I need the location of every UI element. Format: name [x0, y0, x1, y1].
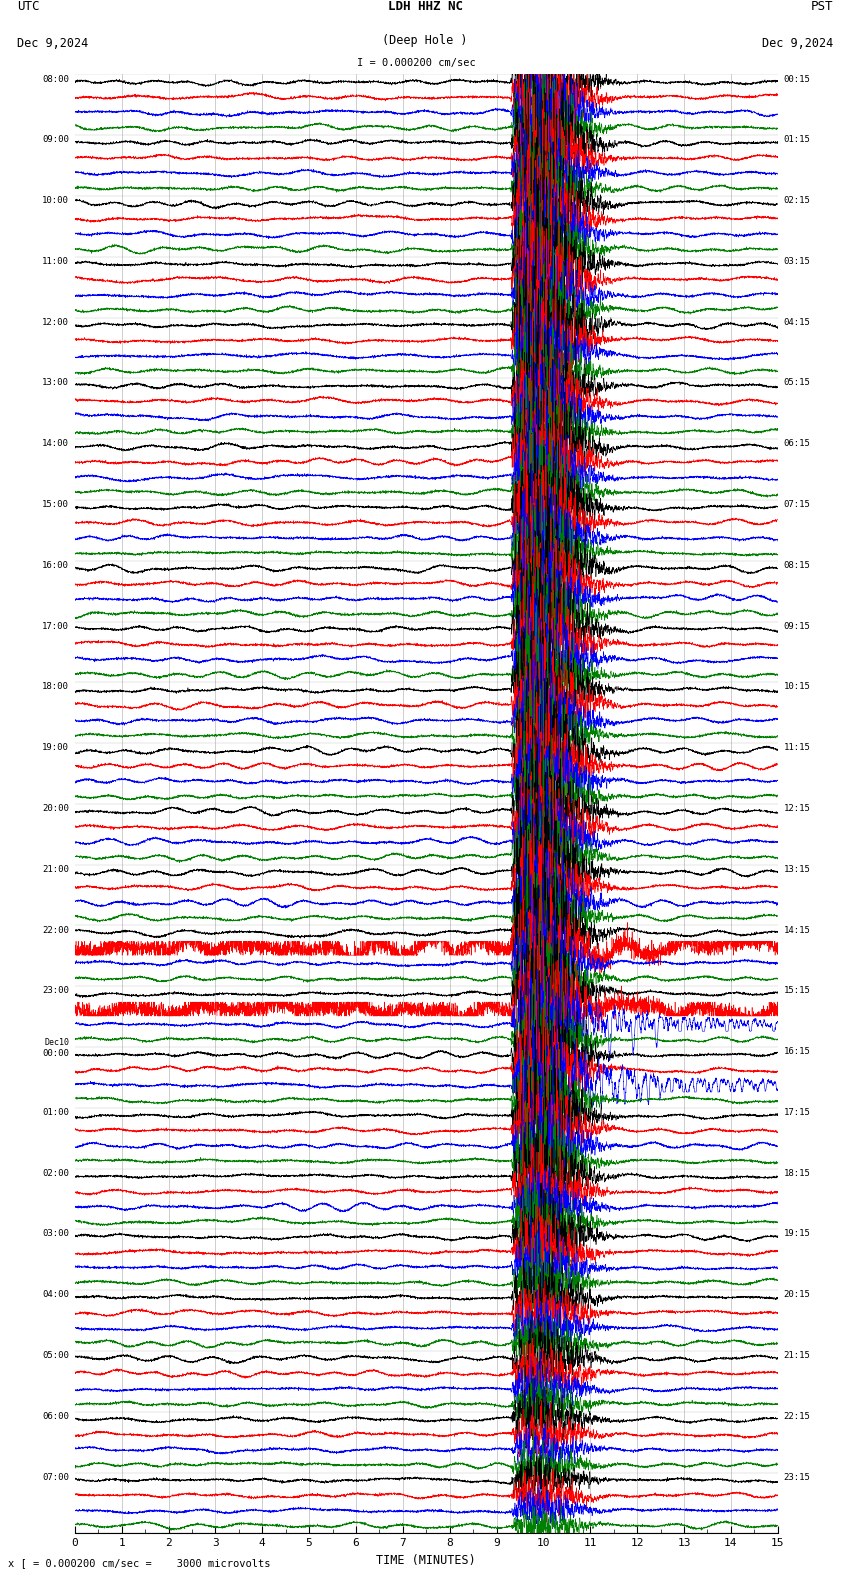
- Text: 11:15: 11:15: [784, 743, 810, 752]
- Text: 18:15: 18:15: [784, 1169, 810, 1177]
- Text: 07:00: 07:00: [42, 1473, 69, 1481]
- Text: 05:00: 05:00: [42, 1351, 69, 1361]
- Text: x [ = 0.000200 cm/sec =    3000 microvolts: x [ = 0.000200 cm/sec = 3000 microvolts: [8, 1559, 271, 1568]
- Text: 07:15: 07:15: [784, 501, 810, 508]
- Text: I = 0.000200 cm/sec: I = 0.000200 cm/sec: [357, 57, 476, 68]
- Text: UTC: UTC: [17, 0, 39, 13]
- Text: 21:15: 21:15: [784, 1351, 810, 1361]
- Text: 20:15: 20:15: [784, 1291, 810, 1299]
- Text: 14:15: 14:15: [784, 925, 810, 935]
- Text: 23:15: 23:15: [784, 1473, 810, 1481]
- Text: 22:00: 22:00: [42, 925, 69, 935]
- Text: 21:00: 21:00: [42, 865, 69, 874]
- Text: 09:15: 09:15: [784, 621, 810, 630]
- Text: 12:00: 12:00: [42, 318, 69, 326]
- Text: 02:00: 02:00: [42, 1169, 69, 1177]
- Text: PST: PST: [811, 0, 833, 13]
- Text: 03:15: 03:15: [784, 257, 810, 266]
- X-axis label: TIME (MINUTES): TIME (MINUTES): [377, 1554, 476, 1567]
- Text: 19:15: 19:15: [784, 1229, 810, 1239]
- Text: 15:15: 15:15: [784, 987, 810, 995]
- Text: 06:00: 06:00: [42, 1411, 69, 1421]
- Text: Dec 9,2024: Dec 9,2024: [762, 36, 833, 51]
- Text: 01:00: 01:00: [42, 1107, 69, 1117]
- Text: 20:00: 20:00: [42, 805, 69, 813]
- Text: 11:00: 11:00: [42, 257, 69, 266]
- Text: 17:00: 17:00: [42, 621, 69, 630]
- Text: 10:15: 10:15: [784, 683, 810, 691]
- Text: 15:00: 15:00: [42, 501, 69, 508]
- Text: 17:15: 17:15: [784, 1107, 810, 1117]
- Text: 04:00: 04:00: [42, 1291, 69, 1299]
- Text: 13:15: 13:15: [784, 865, 810, 874]
- Text: 08:00: 08:00: [42, 74, 69, 84]
- Text: 06:15: 06:15: [784, 439, 810, 448]
- Text: 03:00: 03:00: [42, 1229, 69, 1239]
- Text: 09:00: 09:00: [42, 135, 69, 144]
- Text: 23:00: 23:00: [42, 987, 69, 995]
- Text: 04:15: 04:15: [784, 318, 810, 326]
- Text: LDH HHZ NC: LDH HHZ NC: [388, 0, 462, 13]
- Text: 10:00: 10:00: [42, 196, 69, 204]
- Text: 22:15: 22:15: [784, 1411, 810, 1421]
- Text: (Deep Hole ): (Deep Hole ): [382, 35, 468, 48]
- Text: 12:15: 12:15: [784, 805, 810, 813]
- Text: 00:15: 00:15: [784, 74, 810, 84]
- Text: 02:15: 02:15: [784, 196, 810, 204]
- Text: 13:00: 13:00: [42, 379, 69, 388]
- Text: 16:00: 16:00: [42, 561, 69, 570]
- Text: 14:00: 14:00: [42, 439, 69, 448]
- Text: 08:15: 08:15: [784, 561, 810, 570]
- Text: Dec10: Dec10: [44, 1038, 69, 1047]
- Text: 16:15: 16:15: [784, 1047, 810, 1057]
- Text: 00:00: 00:00: [42, 1049, 69, 1058]
- Text: 05:15: 05:15: [784, 379, 810, 388]
- Text: 19:00: 19:00: [42, 743, 69, 752]
- Text: 01:15: 01:15: [784, 135, 810, 144]
- Text: Dec 9,2024: Dec 9,2024: [17, 36, 88, 51]
- Text: 18:00: 18:00: [42, 683, 69, 691]
